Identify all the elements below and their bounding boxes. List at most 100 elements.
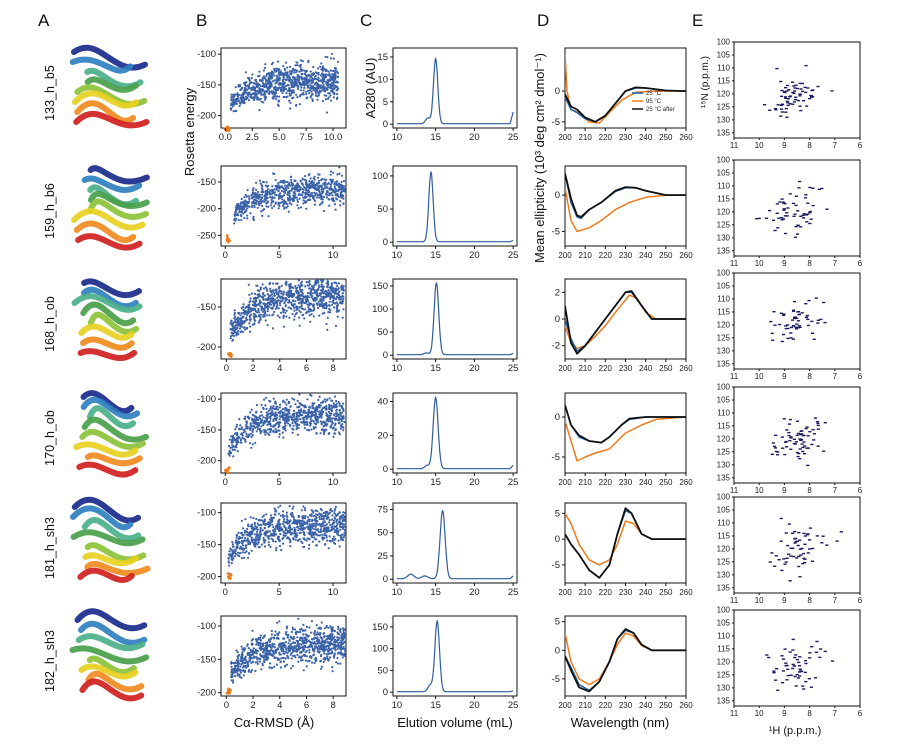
- decoy-point: [290, 285, 292, 287]
- decoy-point: [252, 443, 254, 445]
- decoy-point: [323, 68, 325, 70]
- decoy-point: [309, 187, 311, 189]
- decoy-point: [231, 340, 233, 342]
- decoy-point: [239, 428, 241, 430]
- decoy-point: [278, 423, 280, 425]
- ribbon-strand: [79, 465, 135, 475]
- decoy-point: [284, 419, 286, 421]
- decoy-point: [274, 634, 276, 636]
- decoy-point: [283, 88, 285, 90]
- decoy-point: [332, 405, 334, 407]
- decoy-point: [268, 538, 270, 540]
- decoy-point: [340, 194, 342, 196]
- decoy-point: [321, 281, 323, 283]
- decoy-point: [322, 188, 324, 190]
- decoy-point: [325, 307, 327, 309]
- decoy-point: [276, 622, 278, 624]
- decoy-point: [325, 528, 327, 530]
- decoy-point: [233, 335, 235, 337]
- decoy-point: [245, 71, 247, 73]
- decoy-point: [333, 536, 335, 538]
- decoy-point: [299, 532, 301, 534]
- decoy-point: [325, 98, 327, 100]
- decoy-point: [302, 308, 304, 310]
- decoy-point: [297, 400, 299, 402]
- decoy-point: [268, 83, 270, 85]
- decoy-point: [301, 509, 303, 511]
- decoy-point: [229, 450, 231, 452]
- row-label-168_h_ob: 168_h_ob: [43, 296, 57, 352]
- decoy-point: [330, 70, 332, 72]
- decoy-point: [300, 64, 302, 66]
- decoy-point: [266, 411, 268, 413]
- decoy-point: [299, 66, 301, 68]
- decoy-point: [329, 656, 331, 658]
- decoy-point: [267, 324, 269, 326]
- decoy-point: [312, 100, 314, 102]
- decoy-point: [244, 320, 246, 322]
- decoy-point: [272, 540, 274, 542]
- decoy-point: [306, 418, 308, 420]
- decoy-point: [255, 182, 257, 184]
- decoy-point: [318, 516, 320, 518]
- decoy-point: [305, 93, 307, 95]
- decoy-point: [269, 295, 271, 297]
- decoy-point: [336, 180, 338, 182]
- decoy-point: [295, 297, 297, 299]
- decoy-point: [311, 411, 313, 413]
- decoy-point: [288, 527, 290, 529]
- decoy-point: [252, 187, 254, 189]
- decoy-point: [313, 89, 315, 91]
- decoy-point: [309, 314, 311, 316]
- decoy-point: [237, 541, 239, 543]
- decoy-point: [336, 302, 338, 304]
- decoy-point: [257, 191, 259, 193]
- decoy-point: [298, 409, 300, 411]
- decoy-point: [261, 194, 263, 196]
- decoy-point: [260, 314, 262, 316]
- decoy-point: [244, 518, 246, 520]
- decoy-point: [290, 636, 292, 638]
- decoy-point: [319, 534, 321, 536]
- decoy-point: [289, 66, 291, 68]
- decoy-point: [280, 312, 282, 314]
- decoy-point: [331, 420, 333, 422]
- decoy-point: [329, 397, 331, 399]
- decoy-point: [330, 57, 332, 59]
- decoy-point: [308, 533, 310, 535]
- decoy-point: [254, 320, 256, 322]
- decoy-point: [287, 417, 289, 419]
- decoy-point: [271, 207, 273, 209]
- native-point: [230, 354, 233, 357]
- row-label-182_h_sh3: 182_h_sh3: [43, 630, 57, 692]
- decoy-point: [292, 627, 294, 629]
- decoy-point: [304, 523, 306, 525]
- decoy-point: [246, 215, 248, 217]
- decoy-point: [259, 180, 261, 182]
- decoy-point: [339, 663, 341, 665]
- decoy-point: [331, 514, 333, 516]
- decoy-point: [330, 412, 332, 414]
- decoy-point: [263, 539, 265, 541]
- decoy-point: [290, 73, 292, 75]
- decoy-point: [266, 408, 268, 410]
- decoy-point: [337, 628, 339, 630]
- decoy-point: [244, 416, 246, 418]
- decoy-point: [339, 415, 341, 417]
- decoy-point: [315, 544, 317, 546]
- decoy-point: [327, 527, 329, 529]
- decoy-point: [238, 205, 240, 207]
- decoy-point: [260, 420, 262, 422]
- decoy-point: [275, 541, 277, 543]
- decoy-point: [338, 297, 340, 299]
- decoy-point: [318, 284, 320, 286]
- decoy-point: [331, 282, 333, 284]
- decoy-point: [238, 312, 240, 314]
- decoy-point: [260, 425, 262, 427]
- decoy-point: [250, 318, 252, 320]
- decoy-point: [262, 407, 264, 409]
- decoy-point: [285, 187, 287, 189]
- decoy-point: [259, 532, 261, 534]
